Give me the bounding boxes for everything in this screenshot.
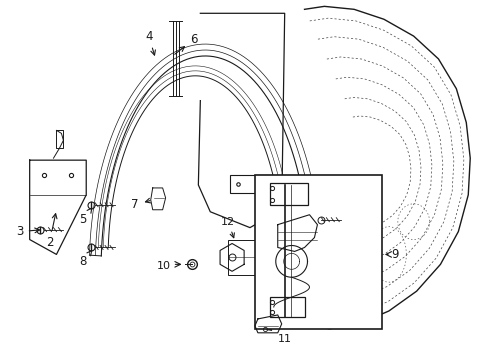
Text: 4: 4 [145, 30, 155, 55]
Text: 6: 6 [174, 33, 198, 54]
Bar [254, 175, 381, 329]
Bar [269, 183, 307, 205]
Text: 8: 8 [80, 251, 92, 268]
Text: 12: 12 [221, 217, 235, 238]
Text: 2: 2 [46, 214, 57, 249]
Text: 3: 3 [16, 225, 40, 238]
Text: 9: 9 [390, 248, 398, 261]
Text: 5: 5 [80, 208, 92, 226]
Text: 11: 11 [264, 325, 291, 344]
Text: 10: 10 [156, 261, 170, 271]
Text: 7: 7 [131, 198, 150, 211]
Bar [228, 239, 255, 275]
Bar [230, 175, 271, 193]
Text: 1: 1 [284, 228, 326, 241]
Bar [269, 297, 304, 317]
